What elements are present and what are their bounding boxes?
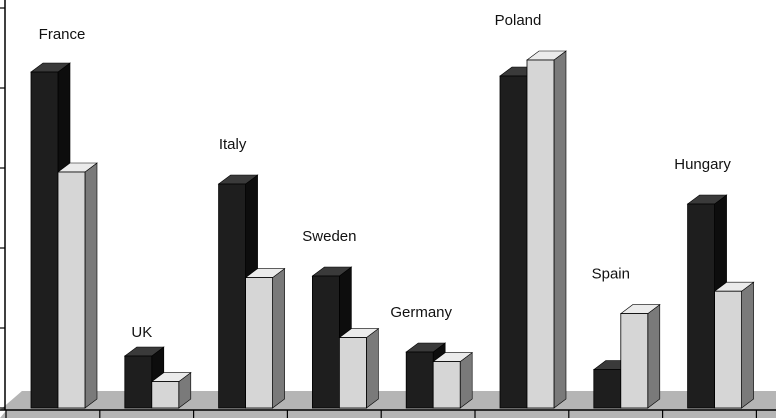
bar-series2-germany-front <box>432 361 461 409</box>
bar-series2-uk <box>150 372 192 409</box>
bar-series2-poland <box>526 50 567 409</box>
bar-series2-poland-side <box>553 50 567 409</box>
bar-series2-france <box>57 162 98 409</box>
bar-series2-italy <box>244 268 286 409</box>
bar-series2-uk-front <box>151 381 180 409</box>
bar-series2-france-front <box>57 171 86 409</box>
bar-series2-sweden-side <box>366 328 379 409</box>
bar-series2-sweden-front <box>338 337 367 409</box>
bar-series1-hungary-front <box>687 203 715 409</box>
bar-series2-sweden <box>338 328 380 409</box>
bar-series2-spain-side <box>647 304 661 409</box>
bar-series2-hungary <box>713 281 755 409</box>
category-label: Italy <box>219 136 247 153</box>
category-label: UK <box>131 324 152 341</box>
chart-bars <box>30 50 755 409</box>
bar-series1-spain-front <box>593 369 622 409</box>
bar-series1-poland-front <box>499 75 528 409</box>
bar-series2-germany-side <box>459 352 473 409</box>
category-label: Poland <box>495 12 542 29</box>
category-label: Spain <box>592 266 630 283</box>
bar-series2-spain <box>619 304 661 409</box>
bar-series2-hungary-side <box>741 281 754 409</box>
bar-series1-italy-front <box>218 183 247 409</box>
bar-series1-sweden-front <box>311 275 340 409</box>
category-label: Sweden <box>302 228 356 245</box>
chart-axes <box>0 0 758 418</box>
bar-series2-italy-side <box>272 268 285 409</box>
category-label: Hungary <box>674 156 731 173</box>
floor-top <box>0 391 776 410</box>
bar-series2-poland-front <box>526 59 555 409</box>
bar-series1-uk-front <box>124 355 153 409</box>
bar-series2-germany <box>432 352 474 409</box>
category-labels: France UK Italy Sweden Germany Poland Spain Hun… <box>39 12 732 341</box>
category-label: Germany <box>390 304 452 321</box>
bar-series2-italy-front <box>245 277 274 409</box>
bar-series1-germany-front <box>405 351 434 409</box>
bar-series2-hungary-front <box>714 290 742 409</box>
bar-series2-france-side <box>84 162 98 409</box>
bar-series2-spain-front <box>620 313 649 409</box>
bar-series1-france-front <box>30 71 59 409</box>
category-label: France <box>39 26 86 43</box>
